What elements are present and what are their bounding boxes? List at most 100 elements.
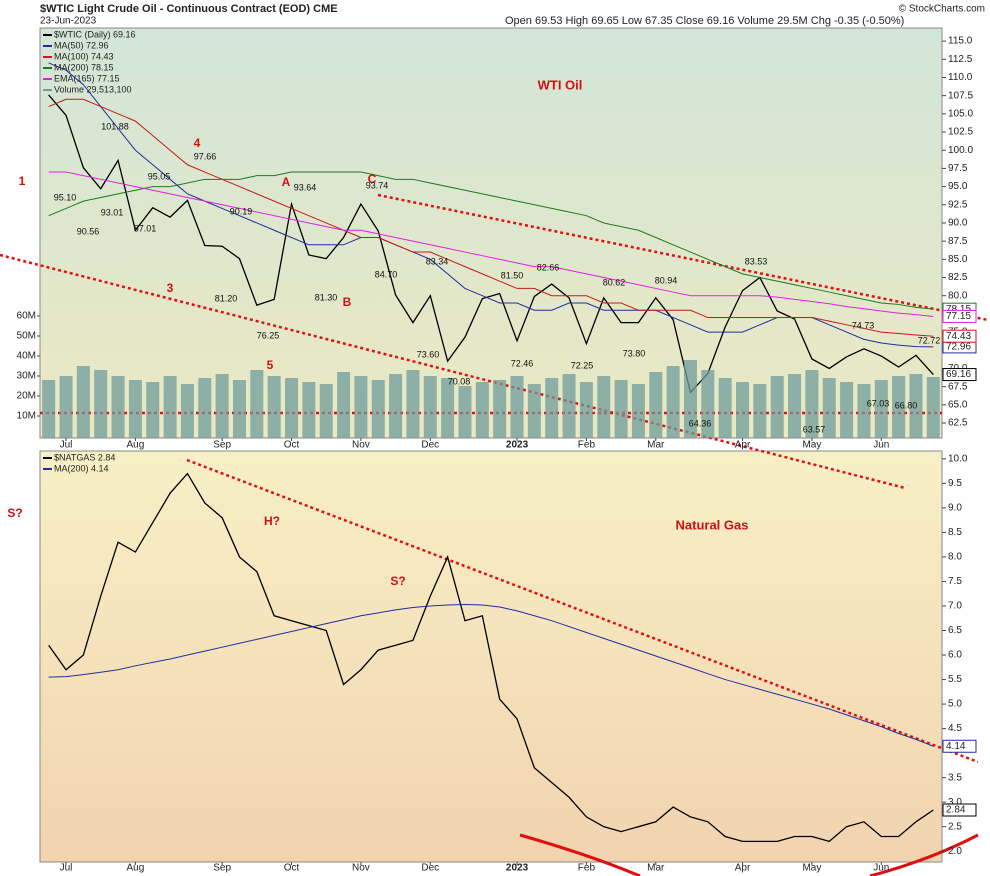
last-value-label: 4.14 — [946, 741, 966, 752]
y-tick-label: 115.0 — [948, 36, 973, 47]
support-arcs — [519, 833, 979, 876]
y-tick-label: 7.0 — [948, 601, 962, 612]
volume-bar — [458, 386, 472, 438]
panel-wti — [39, 27, 943, 439]
series-line — [48, 171, 934, 310]
annotation: B — [343, 295, 352, 309]
y-tick-label: 107.5 — [948, 90, 973, 101]
x-tick-label: Jul — [60, 440, 73, 451]
header-title: $WTIC Light Crude Oil - Continuous Contr… — [40, 3, 338, 15]
annotation: 1 — [19, 174, 26, 188]
annotation: 81.20 — [215, 293, 238, 303]
volume-bar — [302, 382, 316, 438]
annotation: A — [282, 175, 291, 189]
annotation: 5 — [267, 358, 274, 372]
y-tick-label: 95.0 — [948, 181, 968, 192]
y-tick-label: 6.5 — [948, 625, 962, 636]
volume-bar — [545, 378, 559, 438]
volume-bar — [76, 366, 90, 438]
y-tick-label: 9.0 — [948, 503, 962, 514]
y-tick-label: 105.0 — [948, 108, 973, 119]
volume-bar — [59, 376, 73, 438]
volume-bar — [111, 376, 125, 438]
y-tick-label: 100.0 — [948, 145, 973, 156]
x-tick-label: Aug — [127, 440, 145, 451]
annotation: 72.25 — [571, 360, 594, 370]
annotation: 73.80 — [623, 348, 646, 358]
x-tick-label: Jul — [60, 863, 73, 874]
annotation: 81.50 — [501, 270, 524, 280]
volume-bar — [354, 376, 368, 438]
volume-bar — [805, 370, 819, 438]
volume-bar — [736, 382, 750, 438]
last-value-label: 2.84 — [946, 805, 966, 816]
credit: © StockCharts.com — [899, 4, 985, 15]
y-tick-label: 5.0 — [948, 699, 962, 710]
y-tick-label: 110.0 — [948, 72, 973, 83]
volume-bar — [180, 384, 194, 438]
y-tick-label: 3.0 — [948, 797, 962, 808]
series-line — [48, 472, 934, 843]
y-tick-label: 7.5 — [948, 576, 962, 587]
x-tick-label: Jun — [873, 863, 889, 874]
annotation: 84.70 — [375, 269, 398, 279]
last-value-label: 78.15 — [946, 304, 971, 315]
y-tick-label: 9.5 — [948, 478, 962, 489]
x-tick-label: Nov — [352, 863, 370, 874]
annotation: 93.01 — [101, 207, 124, 217]
y-tick-label: 4.5 — [948, 723, 962, 734]
x-tick-label: 2023 — [506, 440, 529, 451]
volume-bar — [493, 380, 507, 438]
volume-bar — [562, 374, 576, 438]
volume-bar — [232, 380, 246, 438]
annotation: 87.01 — [134, 223, 157, 233]
header-date: 23-Jun-2023 — [40, 16, 97, 27]
volume-bar — [579, 382, 593, 438]
y-tick-label: 92.5 — [948, 199, 968, 210]
x-tick-label: Oct — [284, 440, 300, 451]
annotation: 63.57 — [803, 424, 826, 434]
x-tick-label: Mar — [647, 440, 665, 451]
volume-bar — [146, 382, 160, 438]
volume-bar — [926, 377, 940, 438]
annotation: 80.62 — [603, 277, 626, 287]
y-tick-label: 82.5 — [948, 272, 968, 283]
volume-bar — [423, 376, 437, 438]
x-tick-label: Feb — [578, 440, 596, 451]
annotation: 76.25 — [257, 330, 280, 340]
annotation: 67.03 — [867, 398, 890, 408]
volume-bar — [649, 372, 663, 438]
annotation: S? — [7, 506, 22, 520]
legend-entry: MA(100) 74.43 — [54, 51, 114, 61]
y-tick-label: 112.5 — [948, 54, 973, 65]
annotation: 83.34 — [426, 256, 449, 266]
volume-bar — [840, 382, 854, 438]
y-tick-label: 3.5 — [948, 772, 962, 783]
last-value-label: 74.43 — [946, 331, 971, 342]
last-value-label: 77.15 — [946, 311, 971, 322]
volume-bar — [94, 370, 108, 438]
panel-title: Natural Gas — [676, 517, 749, 532]
legend-entry: MA(200) 4.14 — [54, 463, 109, 473]
annotation: 72.72 — [918, 335, 941, 345]
volume-bar — [337, 372, 351, 438]
y-tick-label: 8.0 — [948, 552, 962, 563]
y-tick-label: 2.0 — [948, 846, 962, 857]
y-tick-label: 5.5 — [948, 674, 962, 685]
annotation: 70.08 — [448, 376, 471, 386]
volume-bar — [683, 360, 697, 438]
y-tick-label: 62.5 — [948, 418, 968, 429]
annotation: 80.94 — [655, 275, 678, 285]
volume-bar — [753, 384, 767, 438]
annotation: 73.60 — [417, 349, 440, 359]
x-tick-label: Mar — [647, 863, 665, 874]
x-tick-label: Sep — [213, 863, 231, 874]
annotation: 74.73 — [852, 320, 875, 330]
y-tick-label: 90.0 — [948, 218, 968, 229]
volume-bar — [267, 376, 281, 438]
legend-entry: $WTIC (Daily) 69.16 — [54, 29, 136, 39]
y-tick-label: 6.0 — [948, 650, 962, 661]
volume-bar — [406, 370, 420, 438]
volume-bar — [389, 374, 403, 438]
